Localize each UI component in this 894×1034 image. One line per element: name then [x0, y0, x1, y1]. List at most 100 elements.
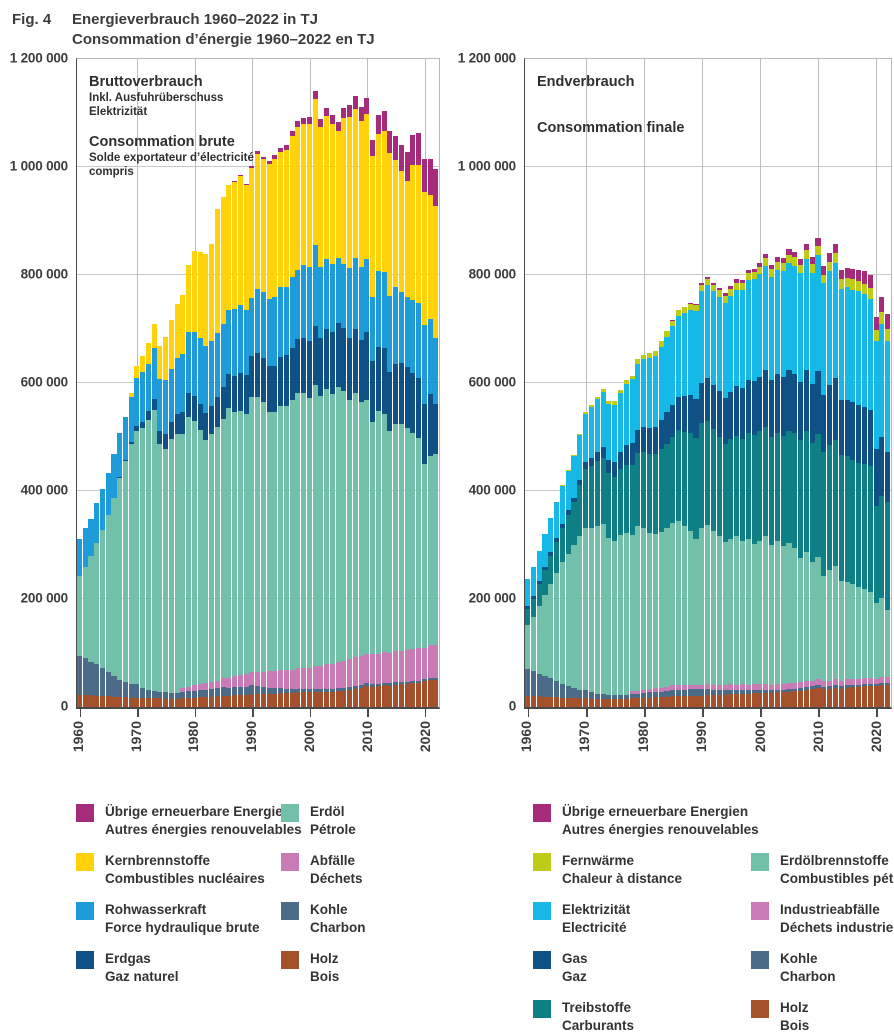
bar-segment-industrieabfaelle — [832, 679, 838, 686]
bar-segment-kohle — [786, 689, 792, 692]
bar-segment-abfaelle — [364, 653, 370, 684]
bar-segment-kernbrennstoffe — [335, 131, 341, 259]
bar-segment-treibstoffe — [815, 434, 821, 558]
bar-segment-erdoelbrennstoffe — [693, 539, 699, 685]
bar-segment-holz — [134, 697, 140, 707]
bar-segment-fernwaerme — [629, 375, 635, 380]
bar-segment-gas — [687, 394, 693, 433]
bar-segment-gas — [716, 391, 722, 438]
bar-segment-erdoel — [352, 392, 358, 658]
bar-segment-erdgas — [352, 329, 358, 393]
stacked-bar-2006 — [341, 59, 347, 707]
bar-segment-holz — [838, 688, 844, 707]
bar-segment-fernwaerme — [734, 282, 740, 290]
bar-segment-kohle — [681, 689, 687, 697]
plot-area-endverbrauch: Endverbrauch Consommation finale — [524, 58, 892, 717]
bar-segment-kernbrennstoffe — [243, 185, 249, 310]
bar-segment-kohle — [600, 694, 606, 699]
bar-segment-erdgas — [134, 426, 140, 431]
bar-segment-erdoel — [77, 575, 83, 656]
bar-segment-holz — [168, 698, 174, 707]
bar-segment-uebrige-erneuerbare — [352, 96, 358, 110]
bar-segment-rohwasserkraft — [318, 267, 324, 338]
stacked-bar-1970 — [583, 59, 589, 707]
bar-segment-industrieabfaelle — [670, 685, 676, 690]
bar-segment-elektrizitaet — [565, 471, 571, 511]
bar-segment-erdoel — [410, 433, 416, 650]
bar-segment-gas — [815, 370, 821, 435]
bar-segment-gas — [577, 479, 583, 485]
bar-segment-erdgas — [324, 328, 330, 389]
bar-segment-rohwasserkraft — [111, 454, 117, 498]
bar-segment-uebrige-erneuerbare — [728, 285, 734, 289]
stacked-bar-2008 — [352, 59, 358, 707]
bar-segment-abfaelle — [226, 677, 232, 688]
stacked-bar-1990 — [249, 59, 255, 707]
bar-segment-elektrizitaet — [815, 255, 821, 371]
bar-segment-holz — [111, 696, 117, 707]
bar-segment-holz — [815, 687, 821, 707]
stacked-bar-1984 — [214, 59, 220, 707]
bar-segment-fernwaerme — [832, 252, 838, 263]
bar-segment-holz — [329, 691, 335, 707]
bar-segment-kernbrennstoffe — [168, 320, 174, 369]
bar-segment-kohle — [652, 691, 658, 698]
stacked-bar-2017 — [856, 59, 862, 707]
bar-segment-holz — [128, 697, 134, 707]
bar-segment-elektrizitaet — [623, 383, 629, 446]
bar-segment-uebrige-erneuerbare — [381, 111, 387, 132]
bar-segment-fernwaerme — [623, 379, 629, 384]
bar-segment-erdoelbrennstoffe — [635, 526, 641, 691]
bar-segment-erdoelbrennstoffe — [571, 545, 577, 689]
bar-segment-erdoel — [128, 443, 134, 684]
bar-segment-holz — [867, 686, 873, 707]
bar-segment-erdoelbrennstoffe — [861, 589, 868, 679]
legend-label: Holz Bois — [310, 951, 340, 984]
bar-segment-treibstoffe — [821, 451, 827, 576]
bar-segment-kohle — [780, 689, 786, 693]
bar-segment-uebrige-erneuerbare — [329, 114, 335, 124]
bar-segment-industrieabfaelle — [873, 678, 879, 685]
stacked-bar-2006 — [792, 59, 798, 707]
stacked-bar-2014 — [838, 59, 844, 707]
bar-segment-erdgas — [421, 403, 427, 465]
x-tick — [367, 709, 369, 717]
bar-segment-elektrizitaet — [885, 340, 891, 452]
bar-segment-holz — [220, 695, 226, 707]
bar-segment-rohwasserkraft — [214, 332, 220, 397]
bar-segment-kohle — [77, 655, 83, 695]
bar-segment-holz — [312, 691, 318, 707]
bar-segment-treibstoffe — [861, 464, 868, 590]
x-axis-labels-endverbrauch: 1960 1970 1980 1990 2000 2010 2020 — [518, 709, 892, 767]
bar-segment-kohle — [145, 689, 151, 699]
bar-segment-uebrige-erneuerbare — [410, 134, 416, 165]
bar-segment-abfaelle — [289, 669, 295, 690]
x-tick-label: 1980 — [185, 721, 202, 753]
bar-segment-erdoel — [301, 392, 307, 669]
stacked-bar-1960 — [525, 59, 531, 707]
stacked-bar-1985 — [220, 59, 226, 707]
bar-segment-treibstoffe — [745, 433, 751, 540]
bar-segment-kernbrennstoffe — [404, 180, 410, 297]
bar-segment-abfaelle — [393, 650, 399, 683]
bar-segment-holz — [301, 692, 307, 707]
bar-segment-elektrizitaet — [664, 336, 670, 413]
bar-segment-treibstoffe — [693, 437, 699, 540]
legend-swatch — [281, 804, 299, 822]
bar-segment-erdgas — [335, 323, 341, 387]
bar-segment-kohle — [722, 690, 728, 695]
bar-segment-rohwasserkraft — [381, 271, 387, 349]
legend-swatch — [76, 902, 94, 920]
bar-segment-holz — [600, 698, 606, 707]
bar-segment-erdoelbrennstoffe — [681, 526, 687, 686]
bar-segment-kohle — [693, 689, 699, 696]
legend-item: Fernwärme Chaleur à distance — [533, 852, 751, 887]
bar-segment-treibstoffe — [885, 501, 891, 610]
bar-segment-holz — [861, 686, 868, 707]
bar-segment-fernwaerme — [850, 279, 856, 290]
stacked-bar-2019 — [416, 59, 422, 707]
bar-segment-fernwaerme — [856, 281, 862, 292]
stacked-bar-2007 — [798, 59, 804, 707]
stacked-bar-1970 — [134, 59, 140, 707]
bar-segment-holz — [283, 692, 289, 707]
